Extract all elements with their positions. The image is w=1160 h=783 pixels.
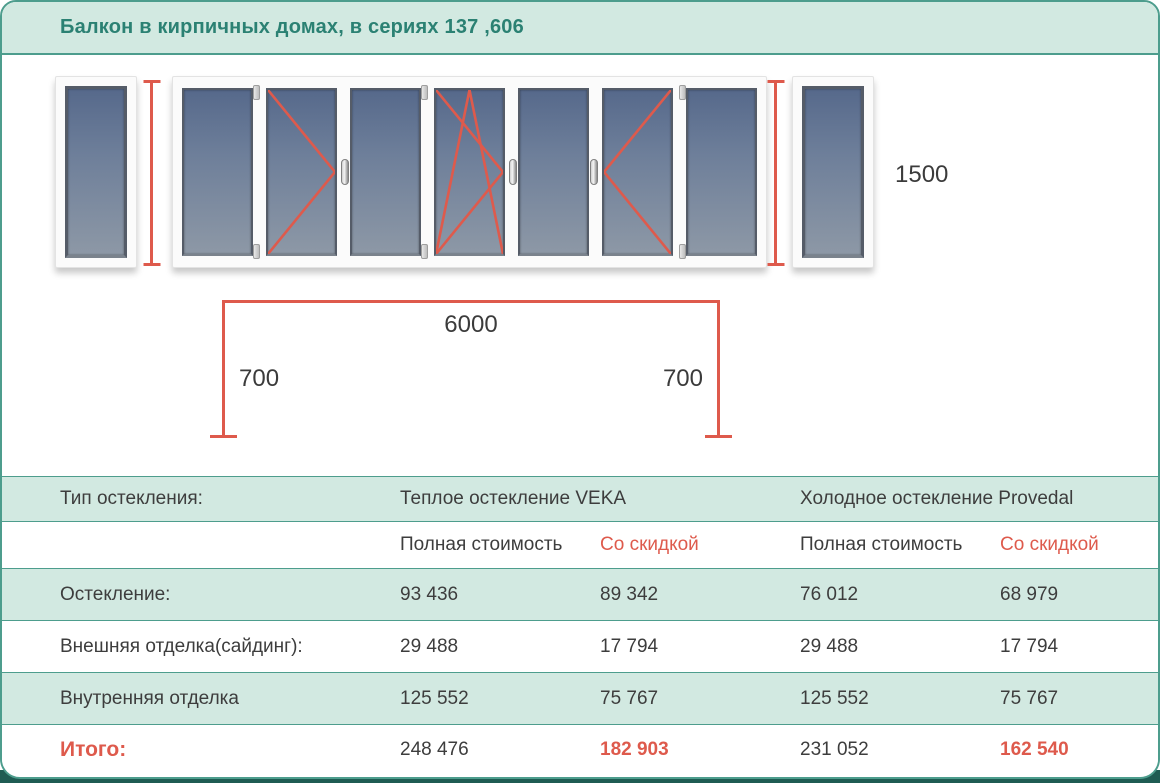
glass-pane — [518, 88, 589, 256]
glass-pane — [434, 88, 505, 256]
glass-pane — [802, 86, 864, 258]
table-row-exterior-finish: Внешняя отделка(сайдинг): 29 488 17 794 … — [2, 620, 1158, 672]
full-price-header-warm: Полная стоимость — [400, 534, 563, 555]
bracket-end-cap — [705, 435, 732, 438]
pane-turn-right — [253, 85, 349, 259]
cell-value: 75 767 — [1000, 687, 1059, 709]
height-dimension-value: 1500 — [895, 161, 949, 188]
cell-value: 125 552 — [400, 687, 469, 709]
card-header: Балкон в кирпичных домах, в сериях 137 ,… — [2, 2, 1158, 55]
pane-fixed-2 — [347, 85, 424, 259]
discount-price-header-warm: Со скидкой — [600, 534, 699, 555]
glass-pane — [266, 88, 337, 256]
discount-price-header-cold: Со скидкой — [1000, 534, 1099, 555]
glass-pane — [182, 88, 253, 256]
price-table: Тип остекления: Теплое остекление VEKA Х… — [2, 476, 1158, 775]
hinge-icon — [253, 85, 260, 100]
hinge-icon — [253, 244, 260, 259]
pane-fixed-4 — [683, 85, 760, 259]
full-price-header-cold: Полная стоимость — [800, 534, 963, 555]
pane-fixed-1 — [179, 85, 256, 259]
total-label: Итого: — [60, 738, 127, 761]
price-subheader-row: Полная стоимость Со скидкой Полная стоим… — [2, 521, 1158, 568]
table-row-glazing: Остекление: 93 436 89 342 76 012 68 979 — [2, 568, 1158, 620]
window-handle-icon — [590, 159, 598, 185]
warm-glazing-header: Теплое остекление VEKA — [400, 488, 627, 509]
cell-value: 93 436 — [400, 583, 459, 605]
cell-value: 75 767 — [600, 687, 659, 709]
row-label: Внутренняя отделка — [60, 687, 239, 709]
glass-pane — [602, 88, 673, 256]
cell-value: 89 342 — [600, 583, 659, 605]
right-return-width-value: 700 — [662, 365, 703, 392]
hinge-icon — [421, 85, 428, 100]
width-dimension-bracket: 6000 700 700 — [210, 300, 732, 438]
window-handle-icon — [341, 159, 349, 185]
pane-fixed-3 — [515, 85, 592, 259]
main-window — [172, 76, 767, 268]
pane-tilt-turn — [421, 85, 517, 259]
height-dimension-line-left — [150, 80, 153, 266]
side-window-right — [792, 76, 874, 268]
hinge-icon — [421, 244, 428, 259]
total-value: 231 052 — [800, 739, 869, 760]
glass-pane — [686, 88, 757, 256]
glazing-type-row: Тип остекления: Теплое остекление VEKA Х… — [2, 476, 1158, 521]
hinge-icon — [679, 85, 686, 100]
cell-value: 29 488 — [400, 635, 459, 657]
pane-turn-left — [590, 85, 686, 259]
glass-pane — [350, 88, 421, 256]
cold-glazing-header: Холодное остекление Provedal — [800, 488, 1074, 509]
table-row-interior-finish: Внутренняя отделка 125 552 75 767 125 55… — [2, 672, 1158, 724]
glazing-type-label: Тип остекления: — [60, 488, 203, 509]
cell-value: 17 794 — [600, 635, 659, 657]
cell-value: 125 552 — [800, 687, 869, 709]
cell-value: 76 012 — [800, 583, 859, 605]
glass-pane — [65, 86, 127, 258]
total-discount-value: 182 903 — [600, 739, 669, 760]
row-label: Внешняя отделка(сайдинг): — [60, 635, 303, 657]
hinge-icon — [679, 244, 686, 259]
cell-value: 68 979 — [1000, 583, 1059, 605]
total-value: 248 476 — [400, 739, 469, 760]
left-return-width-value: 700 — [239, 365, 280, 392]
bracket-end-cap — [210, 435, 237, 438]
total-discount-value: 162 540 — [1000, 739, 1069, 760]
table-row-total: Итого: 248 476 182 903 231 052 162 540 — [2, 724, 1158, 775]
cell-value: 29 488 — [800, 635, 859, 657]
balcony-windows-diagram: 1500 6000 700 700 — [2, 55, 1158, 476]
page-title: Балкон в кирпичных домах, в сериях 137 ,… — [60, 16, 524, 38]
side-window-left — [55, 76, 137, 268]
cell-value: 17 794 — [1000, 635, 1059, 657]
total-width-value: 6000 — [444, 311, 498, 338]
row-label: Остекление: — [60, 583, 171, 605]
window-handle-icon — [509, 159, 517, 185]
height-dimension-line-right — [774, 80, 777, 266]
